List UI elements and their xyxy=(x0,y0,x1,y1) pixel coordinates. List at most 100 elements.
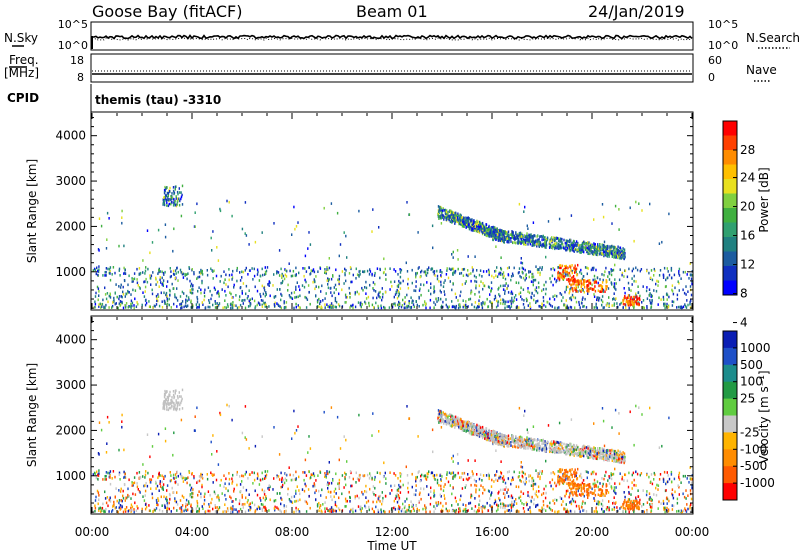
power-cell xyxy=(453,270,455,273)
velocity-cell xyxy=(204,510,207,513)
power-cell xyxy=(524,205,526,209)
power-cell xyxy=(580,283,583,287)
velocity-cell xyxy=(651,498,653,502)
velocity-cell xyxy=(611,473,614,476)
power-cell xyxy=(282,274,285,278)
power-cell xyxy=(94,305,96,309)
power-cell xyxy=(676,306,678,309)
power-cell xyxy=(555,242,558,245)
velocity-cell xyxy=(312,472,315,475)
velocity-data-cells xyxy=(92,388,694,514)
velocity-cell xyxy=(141,507,143,511)
power-cell xyxy=(667,304,670,308)
nave-tick-top: 60 xyxy=(708,54,722,67)
power-cell xyxy=(179,295,182,298)
power-cell xyxy=(459,305,461,309)
power-cell xyxy=(608,250,610,253)
power-cell xyxy=(124,268,126,272)
power-cell xyxy=(164,302,167,305)
power-cell xyxy=(246,297,249,300)
power-cell xyxy=(133,272,136,275)
velocity-cell xyxy=(433,476,435,480)
velocity-cell xyxy=(204,492,206,496)
velocity-cell xyxy=(159,480,161,483)
power-cell xyxy=(530,295,532,299)
velocity-cell xyxy=(330,510,332,513)
power-cell xyxy=(634,300,636,303)
velocity-cell xyxy=(215,478,218,482)
velocity-cell xyxy=(507,504,509,508)
power-cell xyxy=(653,267,655,271)
power-cell xyxy=(589,246,591,249)
velocity-cell xyxy=(491,491,493,494)
velocity-cell xyxy=(228,477,231,481)
power-cell xyxy=(344,293,347,297)
power-cell xyxy=(108,267,111,271)
velocity-cell xyxy=(231,507,233,511)
power-cell xyxy=(591,283,593,287)
power-cell xyxy=(537,241,539,244)
power-cell xyxy=(580,279,582,283)
power-cell xyxy=(327,305,329,308)
power-cell xyxy=(185,301,187,304)
power-cell xyxy=(623,296,625,300)
velocity-cell xyxy=(398,495,400,498)
power-cell xyxy=(306,298,309,301)
power-cell xyxy=(107,267,109,271)
power-cell xyxy=(479,222,482,225)
velocity-cell xyxy=(378,499,380,502)
power-cell xyxy=(211,293,213,297)
power-cell xyxy=(655,289,658,293)
velocity-cell xyxy=(337,482,339,486)
velocity-cell xyxy=(321,488,323,492)
power-cell xyxy=(417,267,419,270)
velocity-cell xyxy=(372,485,375,488)
power-cell xyxy=(315,275,317,278)
power-cell xyxy=(639,294,641,298)
power-cell xyxy=(152,306,154,309)
power-cell xyxy=(518,267,521,270)
power-cell xyxy=(108,306,110,309)
velocity-cell xyxy=(502,492,505,495)
power-cell xyxy=(543,244,545,248)
power-cell xyxy=(285,301,288,304)
velocity-cell xyxy=(419,479,421,483)
velocity-cell xyxy=(558,475,560,479)
power-cell xyxy=(338,282,340,285)
power-cell xyxy=(406,270,409,273)
velocity-cell xyxy=(338,508,341,512)
velocity-cell xyxy=(122,489,124,493)
power-cell xyxy=(571,293,574,297)
power-cell xyxy=(645,289,648,293)
velocity-cell xyxy=(653,471,655,475)
power-cell xyxy=(327,286,330,290)
power-cell xyxy=(442,285,445,288)
power-cell xyxy=(545,255,547,259)
velocity-cell xyxy=(377,508,379,512)
velocity-cell xyxy=(283,505,285,509)
power-cell xyxy=(599,278,601,281)
power-cell xyxy=(539,305,541,308)
power-cell xyxy=(350,280,352,284)
power-cell xyxy=(511,292,514,296)
velocity-cell xyxy=(221,492,223,495)
power-cell xyxy=(495,232,497,235)
power-cell xyxy=(352,273,354,277)
velocity-cell xyxy=(374,475,376,479)
power-cell xyxy=(169,275,172,279)
velocity-cell xyxy=(411,472,413,476)
power-cell xyxy=(452,250,454,254)
velocity-cell xyxy=(680,509,682,513)
power-cell xyxy=(495,230,497,233)
velocity-cell xyxy=(118,471,121,475)
velocity-cell xyxy=(393,506,395,510)
velocity-cell xyxy=(335,504,338,508)
power-cell xyxy=(436,269,438,273)
power-cell xyxy=(502,239,504,242)
power-cell xyxy=(272,284,274,287)
velocity-cell xyxy=(97,474,100,477)
power-cell xyxy=(573,280,575,284)
power-cell xyxy=(632,300,634,304)
power-cell xyxy=(476,228,478,231)
velocity-cell xyxy=(117,510,119,514)
